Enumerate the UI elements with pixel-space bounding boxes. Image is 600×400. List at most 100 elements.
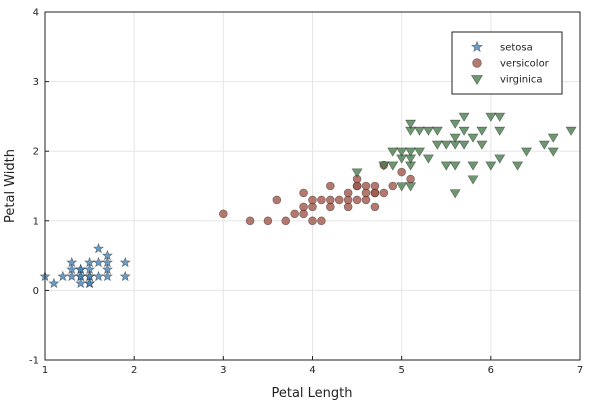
data-point-versicolor bbox=[379, 188, 389, 198]
data-point-versicolor bbox=[326, 181, 335, 191]
y-tick-label: 4 bbox=[33, 8, 39, 19]
data-point-virginica bbox=[413, 126, 426, 136]
legend-marker-setosa bbox=[470, 40, 484, 53]
data-point-setosa bbox=[66, 270, 78, 282]
data-point-setosa bbox=[75, 263, 87, 275]
data-point-virginica bbox=[565, 126, 577, 136]
y-tick-label: -1 bbox=[29, 356, 39, 367]
data-point-virginica bbox=[449, 189, 461, 199]
data-point-virginica bbox=[396, 182, 408, 192]
data-point-versicolor bbox=[388, 181, 398, 191]
data-point-versicolor bbox=[317, 216, 326, 226]
data-point-virginica bbox=[547, 147, 559, 157]
tick-labels: 1 2 3 4 5 6 7 -1 0 1 2 3 4 bbox=[29, 8, 583, 377]
data-point-setosa bbox=[75, 277, 87, 289]
data-point-versicolor bbox=[219, 209, 228, 219]
legend-box bbox=[451, 31, 563, 95]
x-axis-label: Petal Length bbox=[271, 386, 352, 400]
data-point-setosa bbox=[119, 256, 131, 268]
series-setosa bbox=[39, 242, 131, 289]
data-point-virginica bbox=[476, 126, 488, 136]
data-point-versicolor bbox=[299, 202, 308, 212]
data-point-setosa bbox=[119, 270, 131, 282]
y-tick-label: 2 bbox=[33, 147, 39, 158]
data-point-setosa bbox=[84, 256, 96, 268]
data-point-versicolor bbox=[334, 195, 344, 205]
data-points bbox=[39, 112, 577, 289]
data-point-virginica bbox=[458, 112, 470, 122]
data-point-setosa bbox=[48, 277, 60, 289]
y-tick-label: 0 bbox=[33, 286, 39, 297]
data-point-versicolor bbox=[308, 216, 317, 226]
data-point-setosa bbox=[66, 256, 78, 268]
data-point-virginica bbox=[422, 126, 434, 136]
data-point-virginica bbox=[449, 161, 461, 171]
data-point-virginica bbox=[458, 126, 470, 136]
data-point-versicolor bbox=[397, 167, 406, 177]
data-point-setosa bbox=[92, 256, 105, 268]
data-point-versicolor bbox=[299, 188, 308, 198]
data-point-virginica bbox=[396, 147, 408, 157]
data-point-virginica bbox=[494, 112, 506, 122]
data-point-virginica bbox=[467, 175, 479, 185]
data-point-setosa bbox=[101, 256, 113, 268]
data-point-virginica bbox=[494, 126, 506, 136]
data-point-setosa bbox=[84, 277, 96, 289]
data-point-versicolor bbox=[263, 216, 273, 226]
data-point-virginica bbox=[494, 154, 506, 164]
x-tick-label: 1 bbox=[42, 365, 48, 376]
data-point-virginica bbox=[422, 154, 434, 164]
data-point-virginica bbox=[405, 147, 417, 157]
data-point-versicolor bbox=[281, 216, 291, 226]
data-point-virginica bbox=[413, 147, 426, 157]
data-point-virginica bbox=[378, 161, 390, 171]
data-point-setosa bbox=[101, 263, 113, 275]
data-point-virginica bbox=[520, 147, 533, 157]
data-point-versicolor bbox=[308, 195, 317, 205]
data-point-virginica bbox=[405, 182, 417, 192]
data-point-versicolor bbox=[370, 202, 380, 212]
legend-label: virginica bbox=[500, 75, 543, 86]
x-tick-label: 3 bbox=[220, 365, 226, 376]
legend-marker-versicolor bbox=[472, 58, 482, 68]
legend-label: setosa bbox=[500, 43, 533, 54]
y-axis-label: Petal Width bbox=[3, 149, 18, 223]
data-point-virginica bbox=[485, 161, 497, 171]
y-tick-label: 1 bbox=[33, 216, 39, 227]
x-tick-label: 2 bbox=[131, 365, 137, 376]
data-point-virginica bbox=[458, 140, 470, 150]
x-tick-label: 4 bbox=[309, 365, 315, 376]
data-point-virginica bbox=[387, 161, 399, 171]
data-point-virginica bbox=[547, 133, 559, 143]
legend-label: versicolor bbox=[500, 59, 550, 70]
data-point-versicolor bbox=[272, 195, 282, 205]
data-point-versicolor bbox=[352, 195, 362, 205]
y-tick-label: 3 bbox=[33, 77, 39, 88]
data-point-setosa bbox=[101, 249, 113, 261]
data-point-virginica bbox=[440, 140, 452, 150]
data-point-virginica bbox=[476, 140, 488, 150]
data-point-versicolor bbox=[370, 188, 380, 198]
legend: setosa versicolor virginica bbox=[451, 31, 563, 95]
series-versicolor bbox=[219, 160, 415, 226]
data-point-virginica bbox=[449, 119, 461, 129]
x-tick-label: 5 bbox=[398, 365, 404, 376]
data-point-versicolor bbox=[245, 216, 255, 226]
series-virginica bbox=[351, 112, 577, 199]
data-point-virginica bbox=[440, 161, 452, 171]
x-tick-label: 6 bbox=[488, 365, 494, 376]
data-point-setosa bbox=[101, 270, 113, 282]
data-point-virginica bbox=[387, 147, 399, 157]
data-point-setosa bbox=[92, 242, 105, 254]
data-point-setosa bbox=[57, 270, 69, 282]
x-tick-label: 7 bbox=[577, 365, 583, 376]
data-point-versicolor bbox=[326, 195, 335, 205]
data-point-virginica bbox=[485, 112, 497, 122]
data-point-virginica bbox=[512, 161, 524, 171]
data-point-virginica bbox=[449, 133, 461, 143]
data-point-versicolor bbox=[290, 209, 299, 219]
data-point-versicolor bbox=[317, 195, 326, 205]
data-point-setosa bbox=[92, 270, 105, 282]
data-point-virginica bbox=[431, 140, 443, 150]
data-point-setosa bbox=[75, 270, 87, 282]
